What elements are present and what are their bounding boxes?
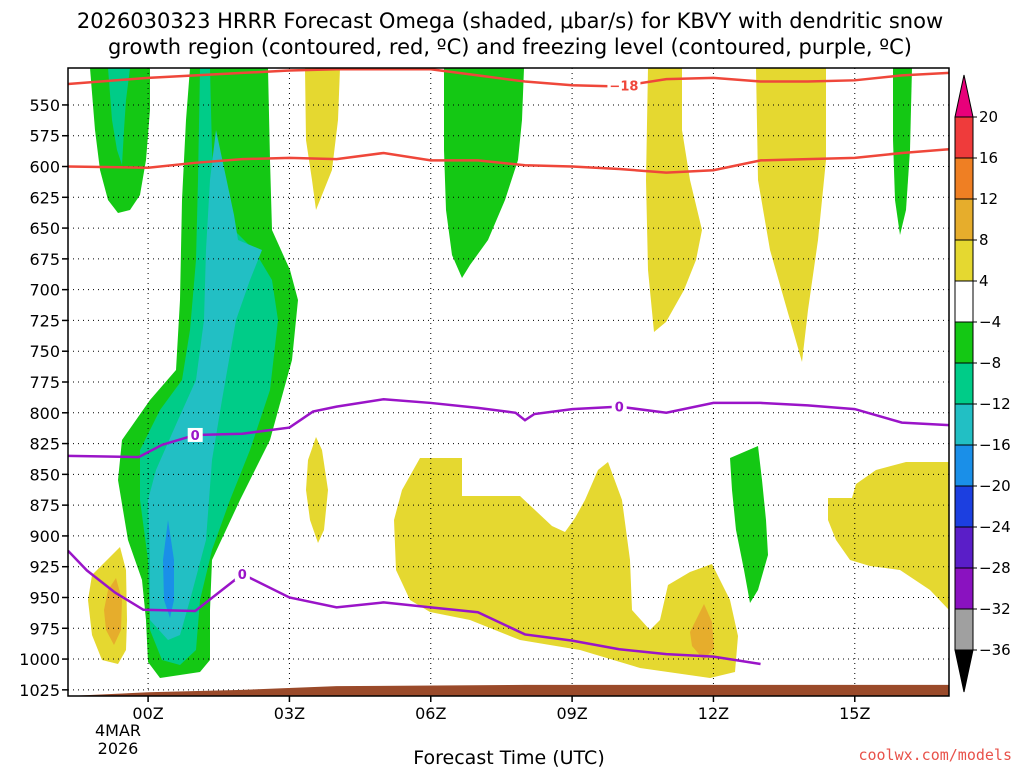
y-tick-label: 625 — [29, 188, 60, 207]
y-tick-label: 900 — [29, 527, 60, 546]
contour-labels: −18 0 0 0 — [187, 78, 641, 583]
colorbar-segment — [954, 567, 974, 610]
x-tick-label: 12Z — [698, 704, 729, 723]
omega-colorbar: 20 16 12 8 4 −4 −8 −12 −16 −20 −24 −28 −32 −36 — [954, 74, 1011, 693]
y-tick-label: 750 — [29, 342, 60, 361]
terrain-surface — [68, 684, 949, 696]
x-tick-label: 15Z — [839, 704, 870, 723]
omega-downward-weak-region — [306, 437, 328, 543]
omega-upward-weak-region — [730, 446, 768, 603]
freezing-level-upper-contour — [68, 397, 949, 459]
y-tick-label: 700 — [29, 281, 60, 300]
chart-title-line-2: growth region (contoured, red, ºC) and f… — [108, 35, 912, 59]
y-tick-label: 850 — [29, 465, 60, 484]
colorbar-label: −4 — [979, 313, 1001, 331]
colorbar-label: 16 — [979, 149, 998, 167]
contour-label: 0 — [238, 568, 247, 583]
contour-label-background — [187, 427, 203, 442]
omega-downward-weak-region — [394, 458, 738, 678]
dendritic-growth-top-contour — [68, 68, 949, 88]
dendritic-growth-bottom-contour — [68, 148, 949, 174]
chart-title-line-1: 2026030323 HRRR Forecast Omega (shaded, … — [77, 9, 943, 33]
y-tick-label: 575 — [29, 127, 60, 146]
x-tick-label: 00Z — [132, 704, 163, 723]
colorbar-label: −8 — [979, 354, 1001, 372]
y-tick-label: 650 — [29, 219, 60, 238]
omega-upward-strong-region — [148, 130, 262, 640]
x-tick-label: 06Z — [415, 704, 446, 723]
colorbar-label: −12 — [979, 395, 1011, 413]
contour-label-background — [611, 399, 627, 414]
omega-upward-max-region — [163, 520, 174, 618]
colorbar-segment — [954, 444, 974, 487]
colorbar-segment — [954, 280, 974, 323]
y-tick-label: 675 — [29, 250, 60, 269]
y-tick-label: 1000 — [19, 650, 60, 669]
plot-area: −18 0 0 0 — [67, 67, 950, 697]
colorbar-label: −24 — [979, 518, 1011, 536]
omega-upward-weak-region — [444, 68, 524, 278]
omega-downward-weak-region — [646, 68, 702, 332]
colorbar-top-triangle — [954, 74, 974, 118]
colorbar-segment — [954, 403, 974, 446]
y-tick-label: 600 — [29, 158, 60, 177]
colorbar-label: −32 — [979, 600, 1011, 618]
y-tick-label: 925 — [29, 558, 60, 577]
colorbar-segment — [954, 321, 974, 364]
omega-downward-weak-region — [756, 68, 826, 362]
y-tick-label: 950 — [29, 588, 60, 607]
contour-label: 0 — [191, 429, 200, 444]
y-tick-label: 550 — [29, 96, 60, 115]
x-tick-year-line: 2026 — [98, 739, 139, 758]
x-axis-time: 4MAR 2026 00Z 03Z 06Z 09Z 12Z 15Z — [95, 696, 870, 758]
omega-downward-moderate-region — [690, 604, 714, 660]
colorbar-label: 12 — [979, 190, 998, 208]
colorbar-label: 20 — [979, 108, 998, 126]
colorbar-label: 4 — [979, 272, 989, 290]
y-tick-label: 725 — [29, 311, 60, 330]
colorbar-label: −20 — [979, 477, 1011, 495]
contour-label-background — [607, 78, 641, 93]
contour-label: −18 — [609, 80, 638, 95]
y-tick-label: 825 — [29, 435, 60, 454]
freezing-level-lower-contour — [68, 549, 761, 666]
colorbar-segment — [954, 485, 974, 528]
x-tick-date-line: 4MAR — [95, 721, 141, 740]
y-tick-label: 1025 — [19, 681, 60, 700]
y-tick-label: 975 — [29, 619, 60, 638]
contour-lines — [68, 68, 949, 666]
y-tick-label: 775 — [29, 373, 60, 392]
colorbar-label: −36 — [979, 641, 1011, 659]
colorbar-label: 8 — [979, 231, 989, 249]
colorbar-segment — [954, 157, 974, 200]
colorbar-segment — [954, 239, 974, 282]
y-tick-label: 875 — [29, 496, 60, 515]
y-tick-label: 800 — [29, 404, 60, 423]
colorbar-segment — [954, 198, 974, 241]
colorbar-label: −16 — [979, 436, 1011, 454]
x-axis-label: Forecast Time (UTC) — [413, 747, 604, 768]
contour-label-background — [234, 567, 250, 582]
omega-downward-weak-region — [305, 68, 340, 210]
y-axis-pressure: 550 575 600 625 650 675 700 725 750 775 800 825 850 8… — [19, 96, 68, 700]
colorbar-segment — [954, 116, 974, 159]
x-tick-label: 09Z — [556, 704, 587, 723]
colorbar-segment — [954, 362, 974, 405]
colorbar-segment — [954, 608, 974, 651]
colorbar-bottom-triangle — [954, 649, 974, 693]
x-tick-label: 03Z — [274, 704, 305, 723]
colorbar-label: −28 — [979, 559, 1011, 577]
contour-label: 0 — [615, 401, 624, 416]
colorbar-segment — [954, 526, 974, 569]
omega-upward-moderate-region — [108, 68, 130, 165]
credit-text: coolwx.com/models — [858, 746, 1012, 764]
omega-shading — [88, 68, 949, 678]
omega-upward-weak-region — [893, 68, 912, 235]
